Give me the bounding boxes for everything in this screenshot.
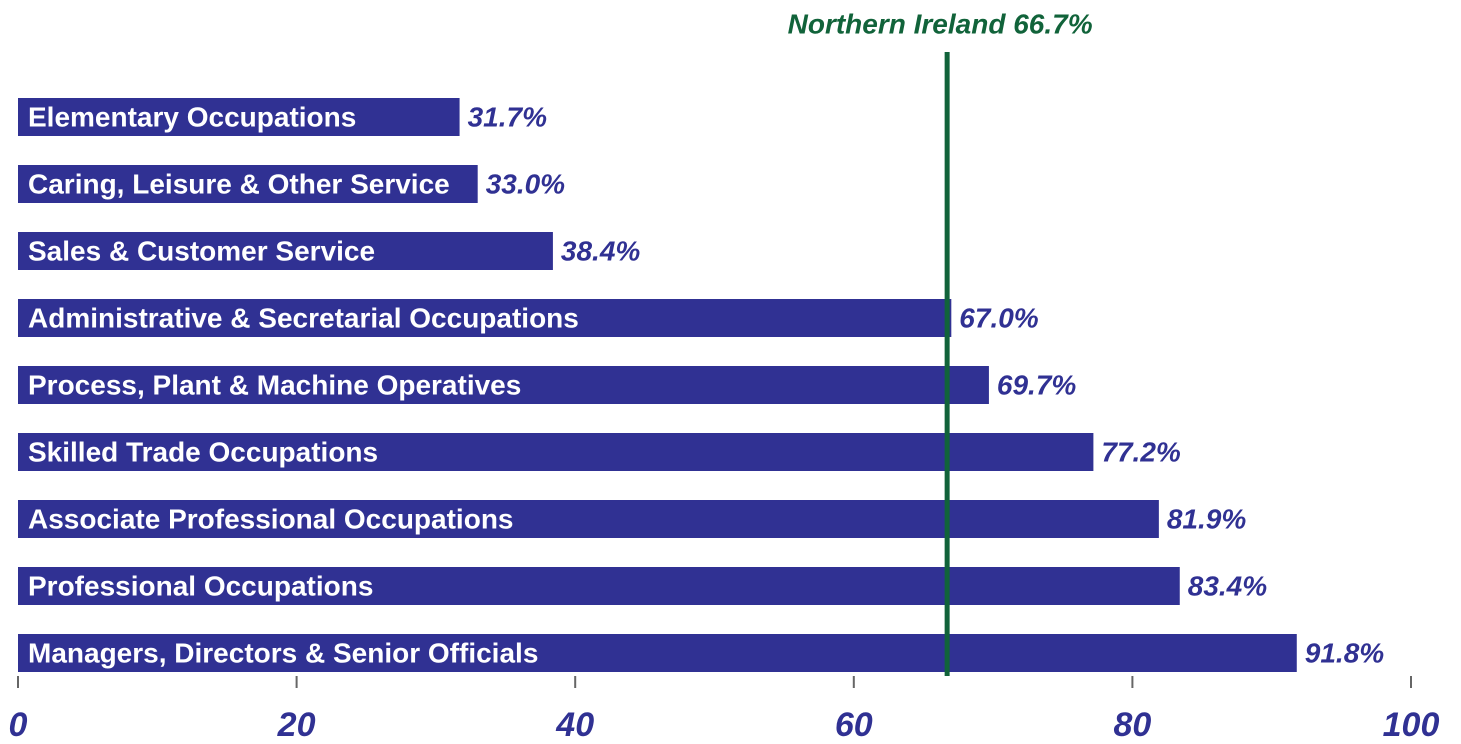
x-tick-label: 20 [277, 706, 316, 744]
x-tick-label: 0 [9, 706, 28, 744]
category-label: Associate Professional Occupations [28, 503, 514, 534]
value-label: 38.4% [561, 235, 640, 266]
category-label: Process, Plant & Machine Operatives [28, 369, 521, 400]
x-tick-label: 60 [835, 706, 873, 744]
reference-label: Northern Ireland 66.7% [788, 8, 1093, 39]
bar [18, 567, 1180, 605]
category-label: Professional Occupations [28, 570, 373, 601]
bar [18, 299, 952, 337]
bar [18, 634, 1297, 672]
x-tick-label: 40 [555, 706, 594, 744]
category-label: Caring, Leisure & Other Service [28, 168, 450, 199]
category-label: Sales & Customer Service [28, 235, 375, 266]
value-label: 91.8% [1305, 637, 1384, 668]
bar [18, 366, 989, 404]
value-label: 33.0% [486, 168, 565, 199]
value-label: 67.0% [959, 302, 1038, 333]
bar [18, 500, 1159, 538]
category-label: Skilled Trade Occupations [28, 436, 378, 467]
category-label: Elementary Occupations [28, 101, 356, 132]
value-label: 77.2% [1101, 436, 1180, 467]
bar [18, 433, 1094, 471]
bar [18, 98, 460, 136]
value-label: 69.7% [997, 369, 1076, 400]
value-label: 31.7% [468, 101, 547, 132]
x-tick-label: 100 [1383, 706, 1440, 744]
x-tick-label: 80 [1113, 706, 1151, 744]
bar [18, 165, 478, 203]
bar [18, 232, 553, 270]
category-label: Administrative & Secretarial Occupations [28, 302, 579, 333]
value-label: 83.4% [1188, 570, 1267, 601]
category-label: Managers, Directors & Senior Officials [28, 637, 538, 668]
value-label: 81.9% [1167, 503, 1246, 534]
